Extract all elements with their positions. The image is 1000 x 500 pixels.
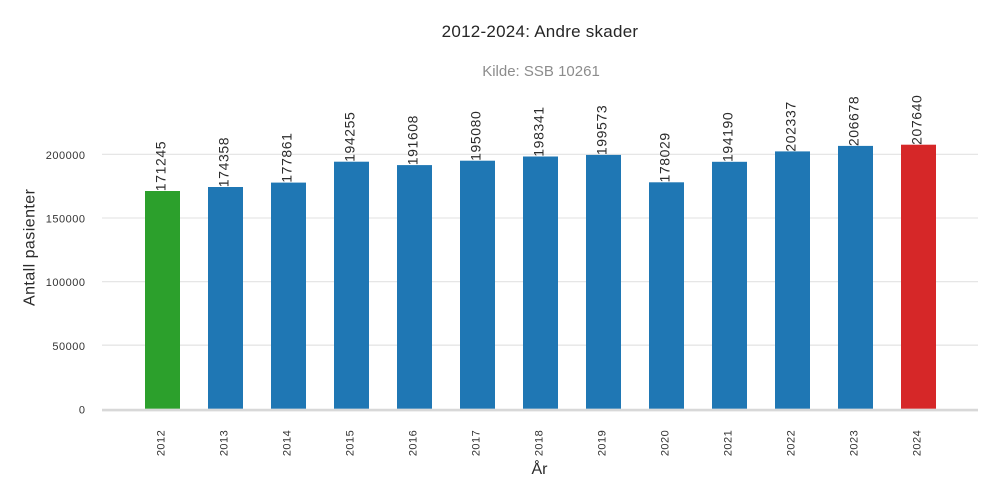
svg-text:0: 0: [79, 404, 86, 416]
svg-text:Kilde: SSB 10261: Kilde: SSB 10261: [482, 63, 600, 80]
svg-text:150000: 150000: [46, 214, 86, 226]
svg-text:200000: 200000: [46, 150, 86, 162]
svg-text:2021: 2021: [723, 430, 735, 456]
svg-text:År: År: [532, 459, 549, 478]
svg-text:2020: 2020: [660, 430, 672, 456]
svg-text:198341: 198341: [531, 106, 547, 156]
svg-text:50000: 50000: [52, 341, 85, 353]
svg-text:174358: 174358: [216, 137, 232, 187]
svg-text:2022: 2022: [786, 430, 798, 456]
svg-text:2024: 2024: [912, 430, 924, 456]
svg-text:100000: 100000: [46, 277, 86, 289]
svg-text:2012-2024: Andre skader: 2012-2024: Andre skader: [442, 22, 639, 41]
svg-text:171245: 171245: [153, 141, 169, 191]
svg-text:194190: 194190: [720, 112, 736, 162]
svg-text:2012: 2012: [156, 430, 168, 456]
svg-text:207640: 207640: [909, 95, 925, 145]
svg-text:194255: 194255: [342, 112, 358, 162]
svg-text:191608: 191608: [405, 115, 421, 165]
svg-text:2015: 2015: [345, 430, 357, 456]
svg-text:2014: 2014: [282, 430, 294, 456]
svg-text:2017: 2017: [471, 430, 483, 456]
svg-text:202337: 202337: [783, 101, 799, 151]
svg-text:177861: 177861: [279, 132, 295, 182]
svg-text:199573: 199573: [594, 105, 610, 155]
svg-text:178029: 178029: [657, 132, 673, 182]
svg-text:Antall pasienter: Antall pasienter: [22, 188, 39, 306]
svg-text:2018: 2018: [534, 430, 546, 456]
svg-text:2019: 2019: [597, 430, 609, 456]
svg-text:2016: 2016: [408, 430, 420, 456]
svg-text:195080: 195080: [468, 111, 484, 161]
svg-text:2023: 2023: [849, 430, 861, 456]
svg-text:206678: 206678: [846, 96, 862, 146]
svg-text:2013: 2013: [219, 430, 231, 456]
